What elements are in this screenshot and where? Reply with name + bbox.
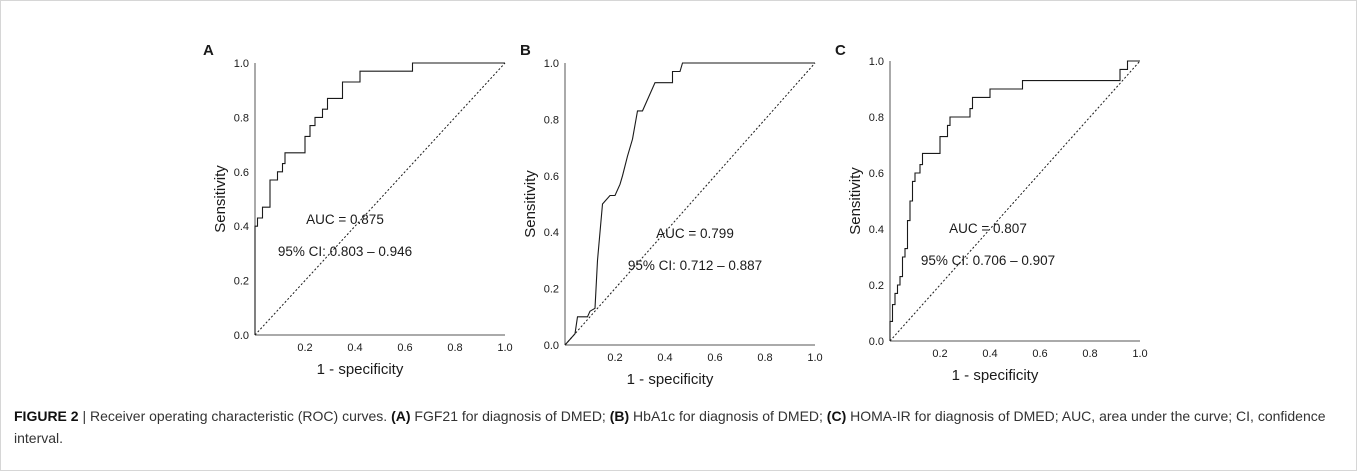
x-tick-label: 0.8: [1082, 348, 1097, 360]
roc-curve-line: [889, 60, 1140, 341]
ci-annotation: 95% CI: 0.803 – 0.946: [278, 244, 412, 259]
caption-intro: | Receiver operating characteristic (ROC…: [78, 408, 392, 424]
caption-label-c: (C): [826, 408, 847, 424]
y-axis-title: Sensitivity: [847, 167, 864, 235]
y-tick-label: 0.0: [234, 330, 249, 342]
y-tick-label: 0.8: [544, 114, 559, 126]
y-tick-label: 0.6: [234, 167, 249, 179]
x-axis-title: 1 - specificity: [627, 371, 714, 388]
x-tick-label: 0.6: [707, 352, 722, 364]
roc-curve-line: [254, 62, 505, 335]
y-axis-title: Sensitivity: [522, 170, 539, 238]
reference-diagonal-line: [889, 60, 1141, 342]
x-tick-label: 0.8: [447, 342, 462, 354]
x-tick-label: 1.0: [1132, 348, 1147, 360]
y-tick-label: 0.6: [544, 171, 559, 183]
roc-panel-b: 0.0 0.2 0.4 0.6 0.8 1.0 0.2 0.4 0.6 0.8 1.0 1 - spe…: [520, 42, 823, 388]
x-tick-label: 0.6: [1032, 348, 1047, 360]
x-axis-title: 1 - specificity: [317, 361, 404, 378]
reference-diagonal-line: [564, 62, 816, 346]
panel-label: B: [520, 42, 531, 59]
x-tick-label: 0.2: [932, 348, 947, 360]
x-tick-label: 1.0: [497, 342, 512, 354]
caption-figure-number: FIGURE 2: [14, 408, 79, 424]
roc-panel-a: 0.0 0.2 0.4 0.6 0.8 1.0 0.2 0.4 0.6 0.8 1.0 1 - spe…: [203, 42, 513, 378]
x-tick-label: 0.4: [982, 348, 997, 360]
ci-annotation: 95% CI: 0.712 – 0.887: [628, 258, 762, 273]
y-tick-label: 1.0: [869, 56, 884, 68]
x-tick-label: 0.6: [397, 342, 412, 354]
reference-diagonal-line: [254, 62, 506, 336]
auc-annotation: AUC = 0.875: [306, 212, 384, 227]
panel-label: A: [203, 42, 214, 59]
ci-annotation: 95% CI: 0.706 – 0.907: [921, 253, 1055, 268]
auc-annotation: AUC = 0.799: [656, 226, 734, 241]
roc-curve-line: [564, 62, 815, 346]
y-tick-label: 0.4: [234, 221, 249, 233]
y-tick-label: 1.0: [544, 58, 559, 70]
y-axis-title: Sensitivity: [212, 165, 229, 233]
y-tick-label: 0.2: [234, 276, 249, 288]
y-tick-label: 0.2: [869, 280, 884, 292]
x-tick-label: 0.2: [607, 352, 622, 364]
y-tick-label: 0.0: [544, 340, 559, 352]
x-axis-title: 1 - specificity: [952, 367, 1039, 384]
caption-text-c: HOMA-IR for diagnosis of DMED; AUC, area…: [14, 408, 1326, 446]
y-tick-label: 0.0: [869, 336, 884, 348]
x-tick-label: 0.2: [297, 342, 312, 354]
caption-text-a: FGF21 for diagnosis of DMED;: [410, 408, 610, 424]
figure-caption: FIGURE 2 | Receiver operating characteri…: [14, 405, 1339, 449]
caption-label-a: (A): [391, 408, 411, 424]
panel-label: C: [835, 42, 846, 59]
y-tick-label: 0.4: [544, 227, 559, 239]
auc-annotation: AUC = 0.807: [949, 221, 1027, 236]
roc-panel-c: 0.0 0.2 0.4 0.6 0.8 1.0 0.2 0.4 0.6 0.8 1.0 1 - spe…: [835, 42, 1148, 384]
x-tick-label: 0.4: [657, 352, 672, 364]
caption-text-b: HbA1c for diagnosis of DMED;: [629, 408, 827, 424]
x-tick-label: 0.8: [757, 352, 772, 364]
x-tick-label: 1.0: [807, 352, 822, 364]
y-tick-label: 1.0: [234, 58, 249, 70]
y-tick-label: 0.8: [869, 112, 884, 124]
caption-label-b: (B): [609, 408, 630, 424]
x-tick-label: 0.4: [347, 342, 362, 354]
y-tick-label: 0.6: [869, 168, 884, 180]
y-tick-label: 0.2: [544, 284, 559, 296]
y-tick-label: 0.4: [869, 224, 884, 236]
y-tick-label: 0.8: [234, 112, 249, 124]
